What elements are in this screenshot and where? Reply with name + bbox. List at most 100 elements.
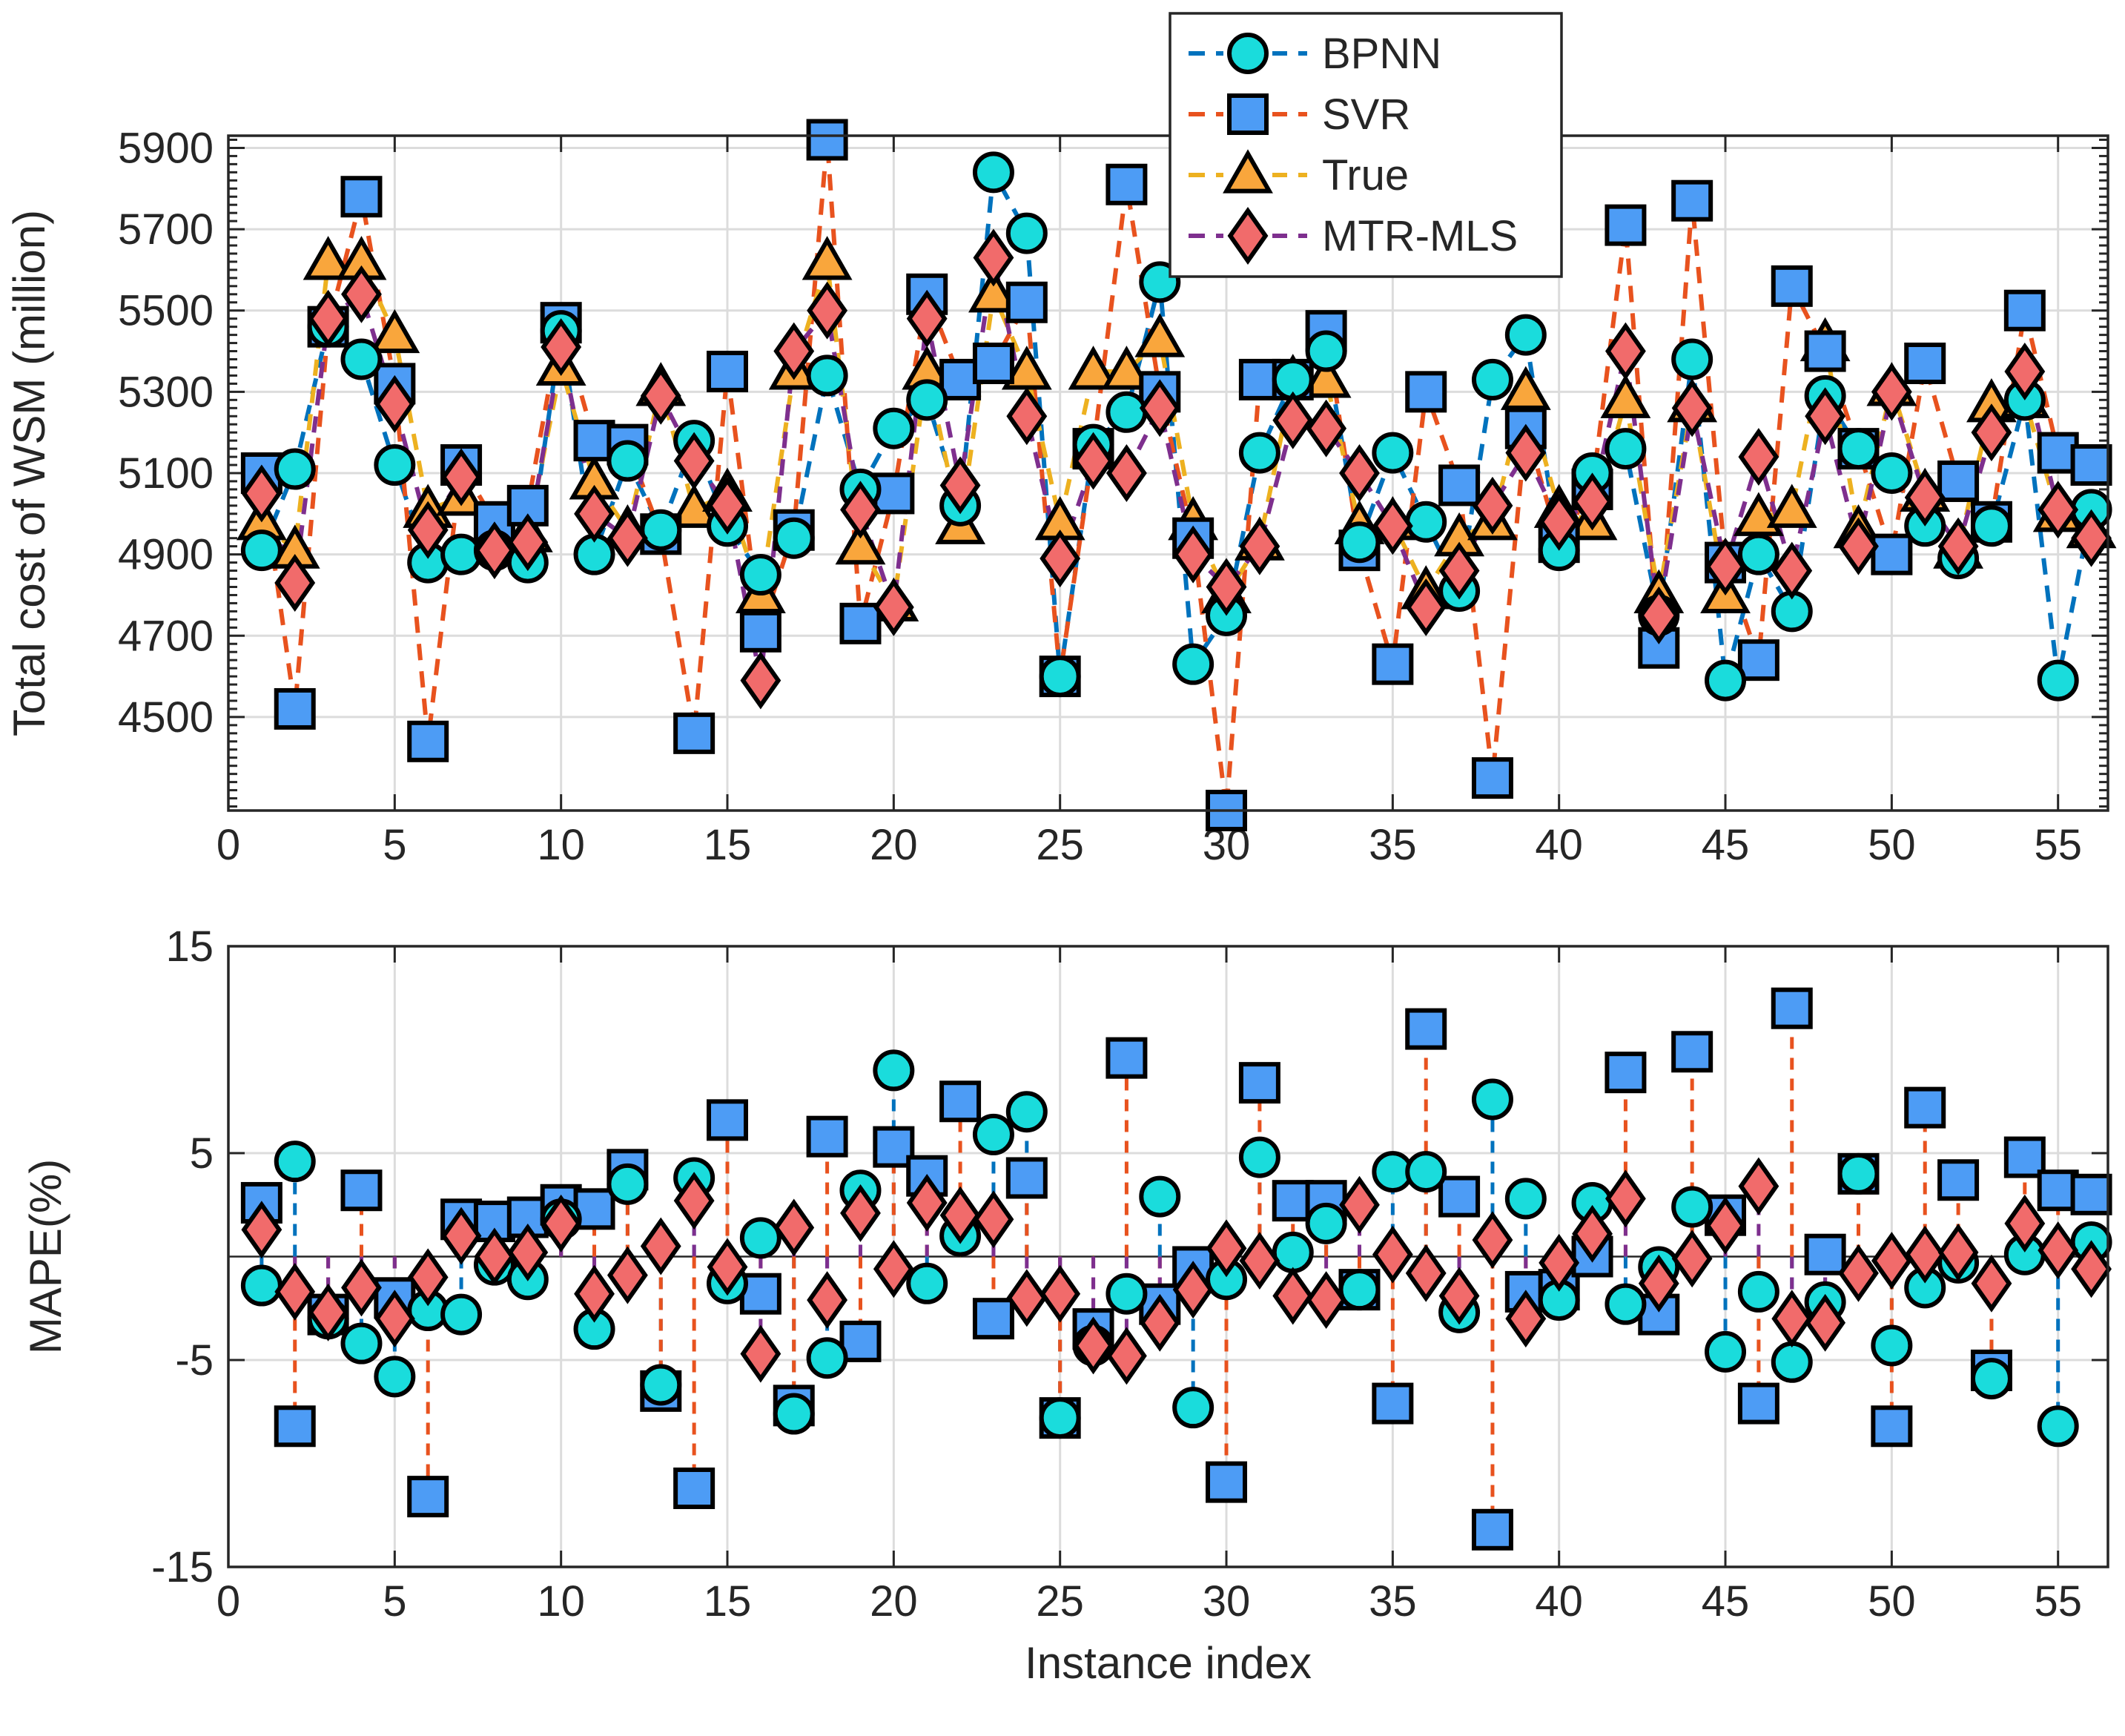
data-point-bpnn (806, 354, 848, 397)
data-point-svr (839, 602, 882, 644)
data-point-mtr-mls (274, 554, 316, 612)
data-point-mtr-mls (1838, 517, 1879, 575)
data-point-mtr-mls (507, 1223, 549, 1281)
data-point-bpnn (1970, 505, 2012, 547)
data-point-mtr-mls (1638, 586, 1679, 644)
legend-marker-true (1223, 149, 1273, 194)
data-point-mtr-mls (1073, 1316, 1114, 1375)
data-point-true (669, 483, 720, 528)
data-point-mtr-mls (440, 1207, 482, 1265)
data-point-mtr-mls (973, 228, 1014, 287)
data-point-mtr-mls (1306, 1271, 1347, 1330)
data-point-bpnn (1605, 428, 1647, 470)
data-point-bpnn (773, 1393, 815, 1435)
data-point-mtr-mls (840, 1184, 881, 1242)
data-point-bpnn (374, 1356, 416, 1398)
y-axis-title: MAPE(%) (21, 1159, 70, 1354)
data-point-svr (1206, 1461, 1248, 1503)
data-point-mtr-mls (241, 464, 282, 523)
data-point-mtr-mls (1239, 1232, 1280, 1290)
data-point-mtr-mls (2004, 342, 2046, 400)
data-point-svr (673, 712, 716, 754)
data-point-svr (673, 1467, 716, 1509)
data-point-bpnn (1338, 521, 1381, 564)
data-point-bpnn (873, 407, 915, 449)
y-tick-label: -5 (175, 1336, 214, 1384)
x-tick-label: 20 (870, 1577, 918, 1626)
data-point-bpnn (1372, 432, 1414, 474)
data-point-mtr-mls (1638, 1254, 1679, 1313)
data-point-mtr-mls (807, 281, 848, 340)
data-point-bpnn (1605, 1283, 1647, 1325)
data-point-mtr-mls (1405, 578, 1447, 636)
x-tick-label: 55 (2034, 1577, 2082, 1626)
x-tick-label: 15 (704, 1577, 752, 1626)
x-tick-label: 0 (217, 821, 240, 869)
data-point-mtr-mls (607, 509, 648, 567)
data-point-mtr-mls (1405, 1244, 1447, 1302)
data-point-svr (873, 1126, 915, 1168)
data-point-svr (1904, 342, 1946, 384)
data-point-mtr-mls (1472, 1211, 1513, 1270)
data-point-mtr-mls (1172, 525, 1214, 584)
data-point-mtr-mls (773, 1198, 815, 1257)
data-point-mtr-mls (374, 374, 415, 433)
x-tick-label: 50 (1868, 821, 1916, 869)
data-point-mtr-mls (1472, 476, 1513, 535)
data-point-true (1600, 374, 1651, 418)
data-point-svr (2070, 1173, 2112, 1215)
data-point-svr (806, 119, 848, 161)
data-point-mtr-mls (2038, 481, 2079, 539)
data-point-bpnn (1272, 1231, 1314, 1273)
data-point-mtr-mls (241, 1201, 282, 1259)
data-point-mtr-mls (1372, 497, 1413, 555)
legend-label-mtr-mls: MTR-MLS (1322, 212, 1518, 260)
data-point-mtr-mls (1838, 1244, 1879, 1302)
data-point-bpnn (1970, 1358, 2012, 1400)
data-point-bpnn (1871, 452, 1913, 494)
data-point-mtr-mls (1904, 468, 1946, 527)
data-point-bpnn (1106, 391, 1148, 433)
data-point-svr (1871, 533, 1913, 575)
data-point-mtr-mls (1705, 538, 1746, 596)
data-point-mtr-mls (2071, 509, 2112, 567)
series-line-svr (259, 139, 2092, 811)
data-point-bpnn (240, 1264, 282, 1307)
legend-marker-mtr-mls (1227, 207, 1269, 265)
series-layer (240, 987, 2112, 1551)
data-point-bpnn (440, 1293, 483, 1336)
data-point-svr (2037, 1169, 2079, 1212)
data-point-bpnn (1671, 1186, 1713, 1228)
data-point-svr (340, 1169, 383, 1212)
data-point-mtr-mls (640, 1217, 681, 1275)
x-tick-label: 5 (383, 821, 406, 869)
data-point-mtr-mls (274, 1262, 316, 1321)
data-point-mtr-mls (1106, 444, 1147, 502)
data-point-bpnn (1837, 1152, 1880, 1195)
data-point-bpnn (1172, 1387, 1214, 1429)
data-point-svr (1771, 987, 1813, 1029)
data-point-true (1766, 483, 1817, 528)
data-point-svr (2003, 1136, 2046, 1178)
data-point-svr (1605, 204, 1647, 246)
data-point-mtr-mls (1572, 1204, 1613, 1263)
data-point-svr (1771, 265, 1813, 307)
data-point-svr (707, 1099, 749, 1141)
data-point-bpnn (972, 151, 1014, 194)
data-point-svr (1405, 371, 1447, 413)
data-point-svr (407, 1476, 449, 1518)
data-point-mtr-mls (308, 289, 349, 348)
data-point-mtr-mls (1006, 387, 1048, 446)
data-point-mtr-mls (1771, 541, 1813, 600)
data-point-bpnn (906, 1262, 948, 1304)
data-point-svr (274, 1405, 316, 1448)
data-point-bpnn (1039, 656, 1081, 698)
data-point-bpnn (1305, 330, 1347, 372)
data-point-svr (1804, 1233, 1846, 1275)
data-point-bpnn (1338, 1269, 1381, 1311)
data-point-svr (1106, 163, 1148, 205)
data-point-bpnn (274, 1141, 316, 1183)
data-point-true (369, 308, 420, 354)
data-point-svr (1904, 1086, 1946, 1129)
data-point-mtr-mls (640, 366, 681, 425)
